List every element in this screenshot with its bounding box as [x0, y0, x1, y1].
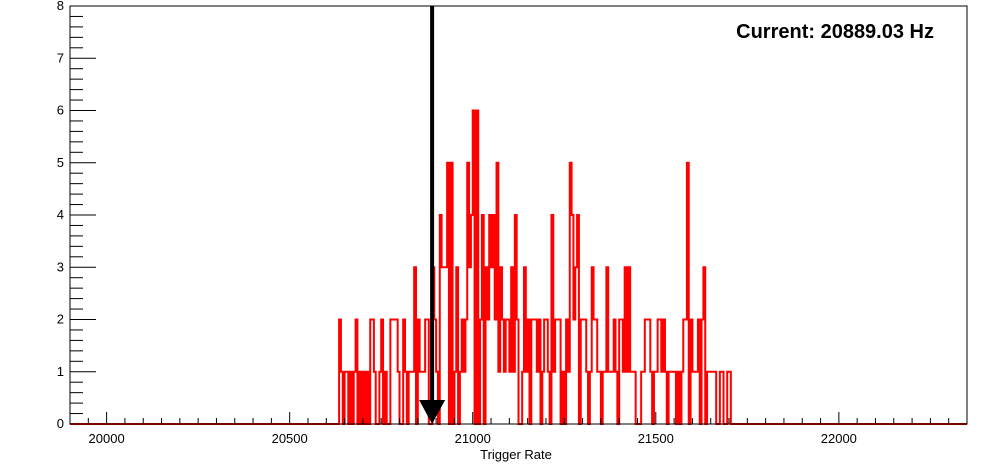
y-tick-label: 3 — [57, 259, 64, 274]
current-rate-annotation: Current: 20889.03 Hz — [736, 21, 934, 43]
y-tick-label: 5 — [57, 155, 64, 170]
axes: 20000 20500 21000 21500 22000 0 1 2 3 4 5 6 7 8 — [57, 0, 968, 446]
y-tick-label: 4 — [57, 207, 64, 222]
y-tick-label: 6 — [57, 103, 64, 118]
x-tick-label: 21500 — [638, 431, 674, 446]
y-tick-label: 8 — [57, 0, 64, 13]
x-tick-label: 20500 — [272, 431, 308, 446]
y-tick-label: 0 — [57, 416, 64, 431]
x-tick-label: 22000 — [821, 431, 857, 446]
y-tick-label: 7 — [57, 50, 64, 65]
histogram-series-line — [70, 109, 967, 425]
y-tick-label: 2 — [57, 312, 64, 327]
current-rate-arrow-head — [419, 400, 446, 424]
x-tick-label: 20000 — [89, 431, 125, 446]
y-tick-label: 1 — [57, 364, 64, 379]
x-axis-label: Trigger Rate — [480, 447, 552, 462]
x-tick-label: 21000 — [455, 431, 491, 446]
plot-area — [70, 6, 967, 425]
